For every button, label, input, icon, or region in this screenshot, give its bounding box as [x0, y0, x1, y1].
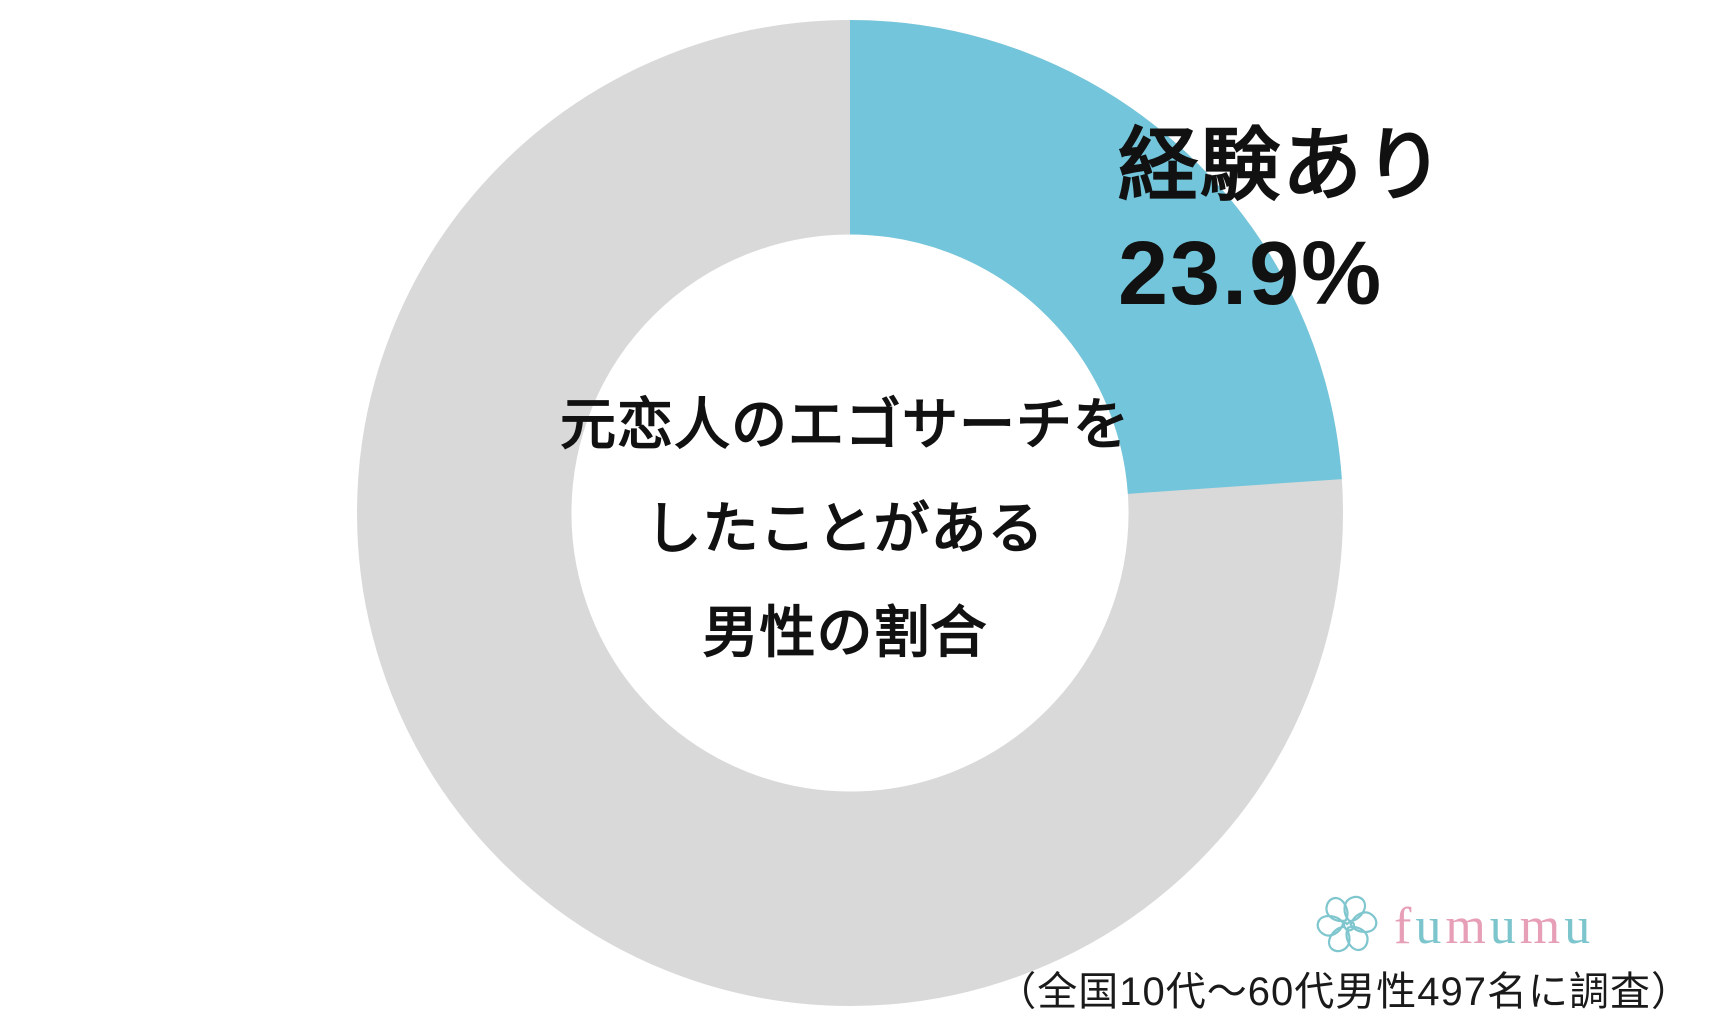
logo-letter: u [1489, 898, 1520, 955]
chart-center-title: 元恋人のエゴサーチを したことがある 男性の割合 [560, 373, 1130, 685]
logo-letter: u [1415, 898, 1446, 955]
center-title-line-2: したことがある [645, 497, 1045, 560]
segment-label: 経験あり [1118, 121, 1446, 210]
donut-segment-experienced [357, 20, 1343, 1006]
logo-letter: u [1564, 898, 1595, 955]
logo-letter: m [1519, 898, 1565, 955]
survey-footnote: （全国10代～60代男性497名に調査） [996, 970, 1692, 1014]
fumumu-logo: fumumu [1312, 890, 1594, 958]
logo-letter: f [1394, 898, 1416, 955]
flower-icon [1316, 895, 1378, 953]
logo-letter: m [1445, 898, 1490, 955]
logo-wordmark: fumumu [1394, 895, 1594, 953]
segment-value: 23.9% [1118, 224, 1384, 324]
center-title-line-1: 元恋人のエゴサーチを [560, 393, 1130, 456]
center-title-line-3: 男性の割合 [702, 601, 988, 664]
segment-callout-label: 経験あり 23.9% [1118, 112, 1446, 328]
